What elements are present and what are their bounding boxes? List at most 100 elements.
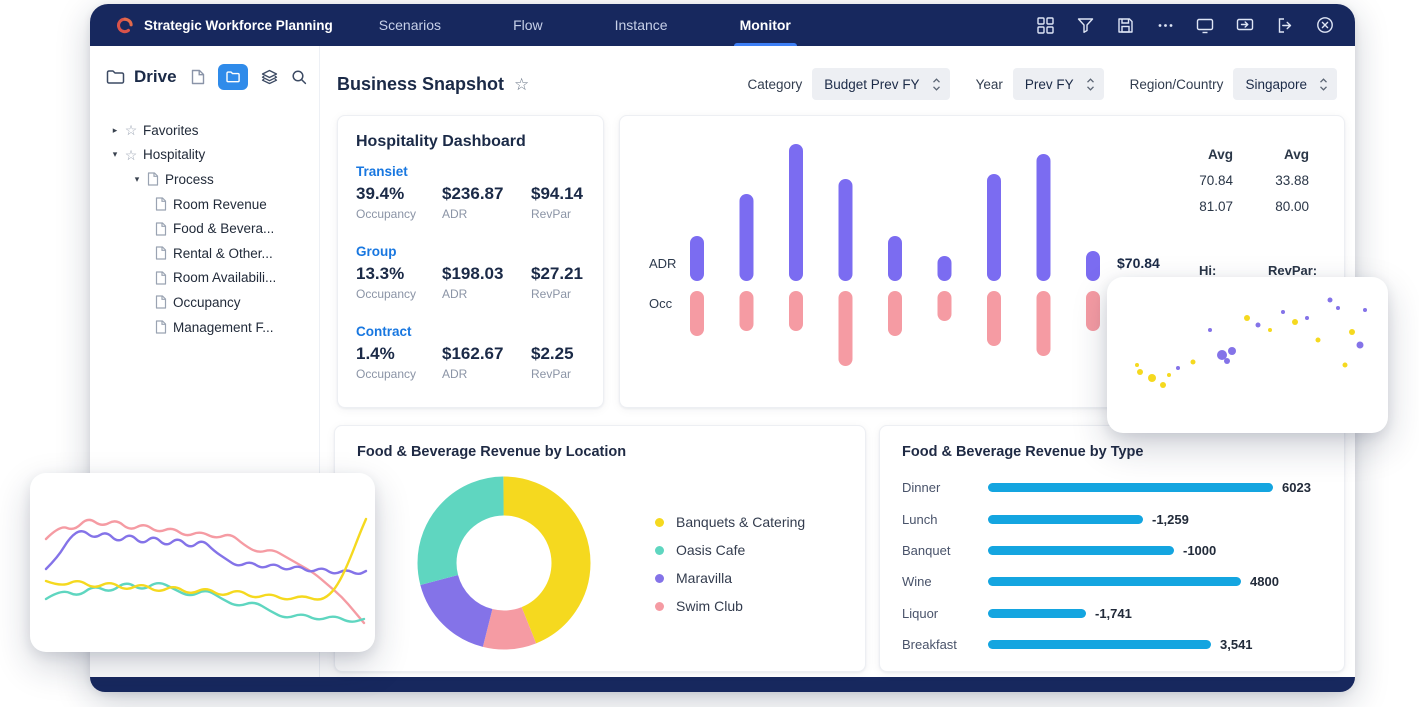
hi-label: Hi: xyxy=(1199,263,1217,278)
apps-grid-icon[interactable] xyxy=(1035,15,1055,35)
logout-icon[interactable] xyxy=(1275,15,1295,35)
bar-category-label: Liquor xyxy=(902,605,939,621)
category-select[interactable]: Budget Prev FY xyxy=(812,68,950,100)
filter-region-country: Region/Country Singapore xyxy=(1130,68,1337,100)
favorite-star-icon[interactable]: ☆ xyxy=(514,74,530,94)
legend-dot xyxy=(655,573,664,583)
nav-tab-monitor[interactable]: Monitor xyxy=(733,4,798,46)
kpi-stats-row: 13.3% Occupancy $198.03 ADR $27.21 RevPar xyxy=(356,264,585,301)
avg-value: 81.07 xyxy=(1199,199,1233,214)
bar-category-label: Wine xyxy=(902,574,932,590)
legend-label: Banquets & Catering xyxy=(676,514,806,530)
document-icon xyxy=(152,295,170,310)
snapshot-chart-card: ADR Occ Avg Avg 70.84 33.88 81.07 80.00 $70.8… xyxy=(619,115,1345,408)
tree-item-rental-other[interactable]: Rental & Other... xyxy=(90,241,319,266)
adr-axis-label: ADR xyxy=(649,256,677,271)
filter-bar: Category Budget Prev FY Year Prev FY Region/… xyxy=(747,68,1337,100)
document-icon xyxy=(152,246,170,260)
drive-header: Drive xyxy=(90,62,319,92)
kpi-section-name: Transiet xyxy=(356,164,408,179)
bar xyxy=(988,514,1143,524)
kpi-caption: ADR xyxy=(442,207,468,221)
tree-item-label: Rental & Other... xyxy=(173,245,273,261)
select-chevrons-icon xyxy=(932,77,941,92)
drive-tree: ▸ ☆ Favorites ▾ ☆ Hospitality ▾ Process Room Rev… xyxy=(90,118,319,339)
region-country-select[interactable]: Singapore xyxy=(1233,68,1337,100)
save-icon[interactable] xyxy=(1115,15,1135,35)
document-icon xyxy=(152,222,170,236)
drive-header-icons xyxy=(191,64,307,90)
sidebar: Drive xyxy=(90,46,320,677)
year-select[interactable]: Prev FY xyxy=(1012,68,1104,100)
present-screen-icon[interactable] xyxy=(1195,15,1215,35)
tree-item-label: Food & Bevera... xyxy=(173,221,275,237)
tree-item-label: Room Revenue xyxy=(173,196,267,212)
kpi-card-title: Hospitality Dashboard xyxy=(356,133,526,150)
kpi-value: 1.4% xyxy=(356,344,395,363)
tree-item-room-availabili[interactable]: Room Availabili... xyxy=(90,266,319,291)
tree-item-process[interactable]: ▾ Process xyxy=(90,167,319,192)
kpi-value: $236.87 xyxy=(442,184,504,203)
nav-tab-scenarios[interactable]: Scenarios xyxy=(378,17,442,33)
kpi-stat-occupancy: 1.4% Occupancy xyxy=(356,344,442,381)
more-icon[interactable] xyxy=(1155,15,1175,35)
folder-button[interactable] xyxy=(218,64,248,90)
bar-row-dinner: Dinner 6023 xyxy=(902,472,1322,503)
page-header: Business Snapshot ☆ Category Budget Prev … xyxy=(320,46,1355,100)
bar-row-liquor: Liquor -1,741 xyxy=(902,598,1322,629)
share-screen-icon[interactable] xyxy=(1235,15,1255,35)
kpi-value: $27.21 xyxy=(531,264,583,283)
avg-header: Avg xyxy=(1207,147,1233,162)
caret-down-icon[interactable]: ▾ xyxy=(112,149,118,160)
line-chart-overlay-card xyxy=(30,473,375,652)
kpi-value: $94.14 xyxy=(531,184,583,203)
nav-tab-instance[interactable]: Instance xyxy=(614,17,668,33)
tree-item-favorites[interactable]: ▸ ☆ Favorites xyxy=(90,118,319,143)
kpi-value: $198.03 xyxy=(442,264,504,283)
kpi-stat-revpar: $94.14 RevPar xyxy=(531,184,585,221)
filter-icon[interactable] xyxy=(1075,15,1095,35)
kpi-caption: RevPar xyxy=(531,207,572,221)
tree-item-label: Process xyxy=(165,171,214,187)
selected-value: Singapore xyxy=(1245,76,1307,92)
avg-value: 70.84 xyxy=(1199,173,1233,188)
tree-item-food-bevera[interactable]: Food & Bevera... xyxy=(90,216,319,241)
tree-item-label: Management F... xyxy=(173,319,274,335)
fb-location-title: Food & Beverage Revenue by Location xyxy=(357,444,627,460)
kpi-stats-row: 1.4% Occupancy $162.67 ADR $2.25 RevPar xyxy=(356,344,585,381)
kpi-caption: RevPar xyxy=(531,367,572,381)
tree-item-management-f[interactable]: Management F... xyxy=(90,315,319,340)
avg-value: 33.88 xyxy=(1275,173,1309,188)
tree-item-room-revenue[interactable]: Room Revenue xyxy=(90,192,319,217)
search-icon[interactable] xyxy=(291,69,307,85)
new-file-icon[interactable] xyxy=(191,69,205,85)
kpi-stat-adr: $236.87 ADR xyxy=(442,184,531,221)
nav-actions xyxy=(1035,15,1335,35)
kpi-stats-row: 39.4% Occupancy $236.87 ADR $94.14 RevPar xyxy=(356,184,585,221)
avg-table: Avg Avg 70.84 33.88 81.07 80.00 xyxy=(1173,147,1309,214)
tree-item-hospitality[interactable]: ▾ ☆ Hospitality xyxy=(90,143,319,168)
hbar-rows: Dinner 6023 Lunch -1,259 Banquet -1000 Wine 480… xyxy=(902,472,1322,660)
bar-row-breakfast: Breakfast 3,541 xyxy=(902,629,1322,660)
tree-item-label: Occupancy xyxy=(173,294,241,310)
nav-tab-flow[interactable]: Flow xyxy=(513,17,543,33)
document-icon xyxy=(144,172,162,187)
scatter-chart xyxy=(1135,297,1367,388)
tree-item-label: Hospitality xyxy=(143,147,206,163)
layers-icon[interactable] xyxy=(261,69,278,85)
app-logo-icon xyxy=(110,15,134,35)
kpi-value: $162.67 xyxy=(442,344,504,363)
selected-value: Prev FY xyxy=(1024,76,1074,92)
kpi-section-transiet: Transiet 39.4% Occupancy $236.87 ADR $94.14 Re… xyxy=(356,164,585,221)
donut-legend: Banquets & Catering Oasis Cafe Maravilla Sw… xyxy=(655,508,805,620)
caret-down-icon[interactable]: ▾ xyxy=(134,173,140,184)
select-chevrons-icon xyxy=(1319,77,1328,92)
tree-item-occupancy[interactable]: Occupancy xyxy=(90,290,319,315)
close-circle-icon[interactable] xyxy=(1315,15,1335,35)
revpar-label: RevPar: xyxy=(1268,263,1318,278)
kpi-stat-revpar: $27.21 RevPar xyxy=(531,264,585,301)
kpi-caption: Occupancy xyxy=(356,367,417,381)
adr-occ-chart xyxy=(690,144,1100,366)
caret-right-icon[interactable]: ▸ xyxy=(112,124,118,135)
legend-item-swim-club: Swim Club xyxy=(655,592,805,620)
